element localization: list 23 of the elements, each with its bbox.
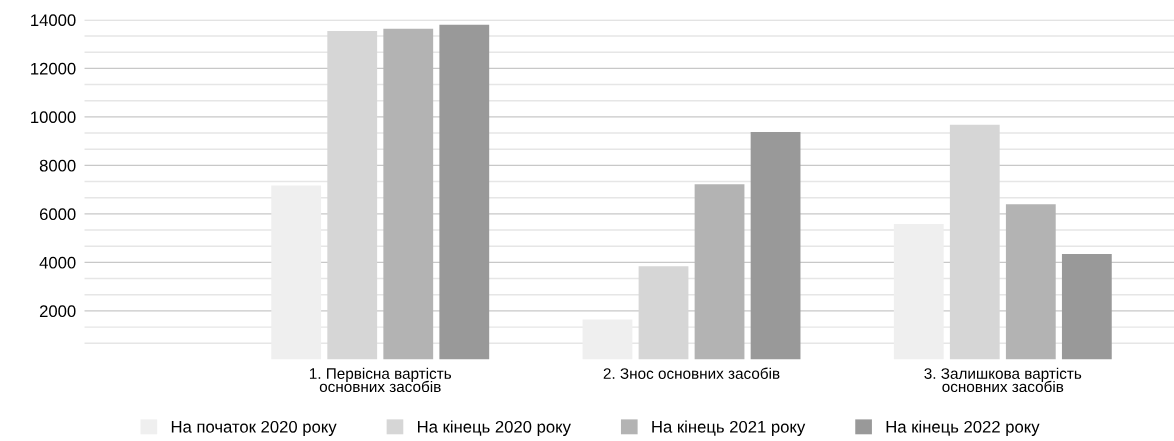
legend-label: На кінець 2021 року: [652, 420, 806, 437]
x-tick-label: 1. Первісна вартість основних засобів: [309, 367, 452, 393]
legend-label: На кінець 2022 року: [886, 420, 1040, 437]
y-tick-label: 2000: [39, 305, 76, 318]
y-tick-label: 4000: [39, 256, 76, 269]
legend-label: На початок 2020 року: [171, 420, 337, 437]
bar: [383, 28, 434, 360]
y-tick-label: 14000: [31, 14, 76, 27]
y-tick-label: 10000: [31, 111, 76, 124]
bar: [327, 31, 378, 360]
legend-label: На кінець 2020 року: [418, 420, 571, 437]
bar: [439, 24, 490, 360]
bar: [694, 184, 745, 360]
x-tick-label: 2. Знос основних засобів: [603, 367, 780, 379]
y-tick-label: 8000: [39, 159, 76, 172]
y-tick-label: 6000: [39, 208, 76, 221]
x-tick-label: 3. Залишкова вартість основних засобів: [924, 367, 1082, 393]
bar: [750, 131, 801, 360]
bar: [1061, 253, 1112, 360]
bar: [949, 124, 1000, 360]
bar: [1005, 204, 1056, 360]
y-tick-label: 12000: [31, 62, 76, 75]
bar: [638, 266, 689, 360]
